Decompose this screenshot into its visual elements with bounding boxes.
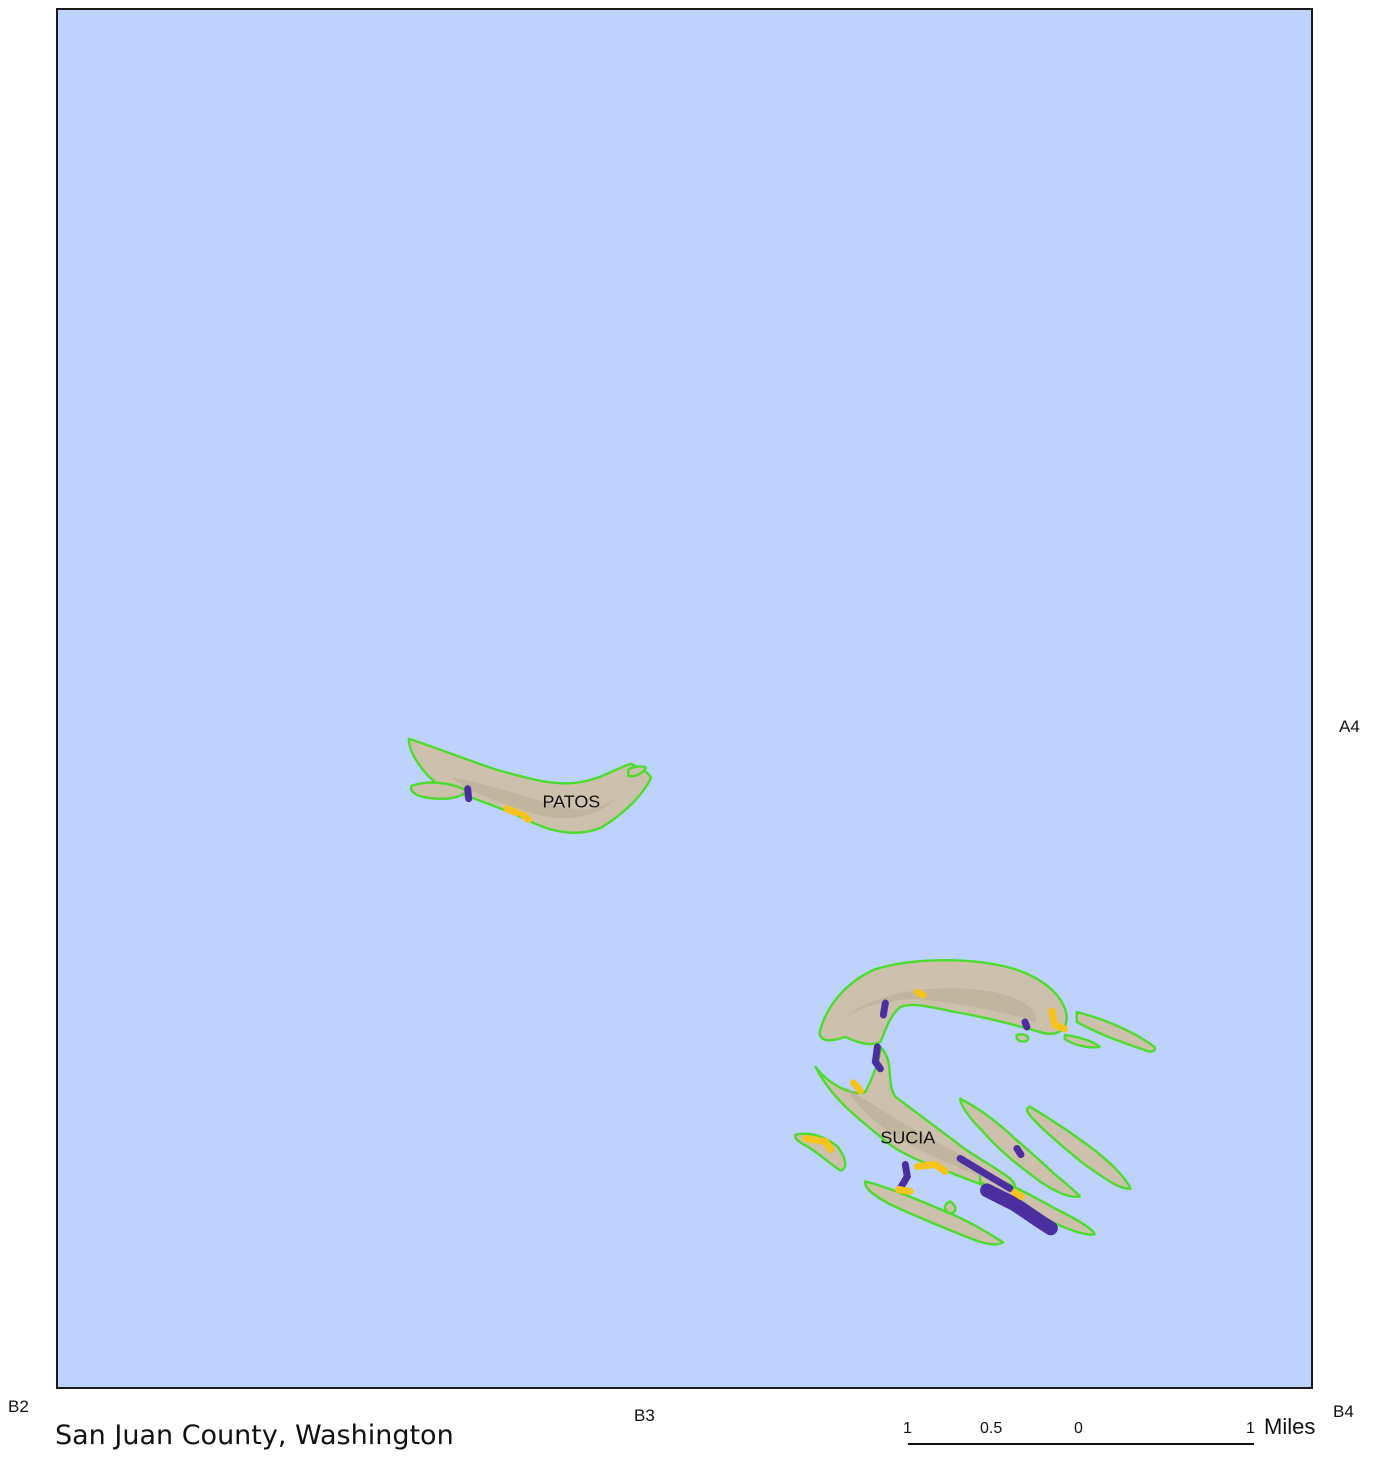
map-canvas[interactable]: PATOS — [58, 10, 1311, 1387]
sucia-small-islet-ne2 — [1063, 1033, 1101, 1049]
patos-east-point — [626, 765, 648, 778]
sucia-north-arm — [818, 958, 1068, 1046]
grid-label-b3: B3 — [634, 1406, 655, 1425]
patos-west-islet — [409, 781, 468, 801]
sucia-south-finger-4 — [1025, 1105, 1132, 1190]
scale-tick-left: 1 — [903, 1420, 912, 1437]
sucia-yellow-segment-7 — [913, 988, 927, 999]
sucia-island-group: SUCIA — [794, 958, 1157, 1246]
grid-label-a4: A4 — [1339, 717, 1360, 736]
grid-label-b4: B4 — [1333, 1402, 1354, 1421]
sucia-yellow-segment-2 — [802, 1135, 835, 1154]
sucia-yellow-segment-6 — [1011, 1188, 1025, 1200]
county-title: San Juan County, Washington — [55, 1420, 454, 1451]
sucia-yellow-segment-5 — [1048, 1007, 1069, 1033]
scale-bar — [908, 1443, 1254, 1445]
sucia-small-islet-ne — [1015, 1033, 1030, 1043]
grid-label-b2: B2 — [8, 1397, 29, 1416]
sucia-relief — [845, 988, 1036, 1182]
sucia-purple-segment-6 — [1021, 1018, 1031, 1031]
sucia-label: SUCIA — [880, 1128, 935, 1148]
sucia-east-finger — [1075, 1010, 1157, 1053]
sucia-yellow-segment-3 — [913, 1160, 949, 1175]
sucia-purple-segment-1 — [879, 999, 889, 1019]
sucia-yellow-segment-4 — [894, 1185, 914, 1195]
patos-island: PATOS — [407, 737, 653, 835]
map-frame[interactable]: PATOS — [56, 8, 1313, 1389]
patos-relief — [451, 777, 617, 819]
scale-tick-half: 0.5 — [980, 1420, 1003, 1437]
scale-tick-zero: 0 — [1074, 1420, 1083, 1437]
sucia-south-islet-sw — [943, 1200, 957, 1215]
patos-label: PATOS — [542, 792, 600, 812]
sucia-purple-segment-2 — [871, 1043, 884, 1073]
scale-tick-right: 1 — [1246, 1420, 1255, 1437]
sucia-purple-segment-7 — [1013, 1145, 1025, 1159]
patos-yellow-segment — [503, 805, 532, 824]
sucia-yellow-segment-1 — [849, 1079, 864, 1095]
sucia-south-finger-1 — [864, 1180, 1005, 1246]
scale-units: Miles — [1264, 1414, 1316, 1439]
sucia-purple-segment-5 — [980, 1183, 1058, 1236]
patos-purple-segment — [464, 785, 473, 803]
sucia-purple-segment-4 — [956, 1155, 1014, 1192]
sucia-purple-segment-3 — [896, 1161, 911, 1192]
